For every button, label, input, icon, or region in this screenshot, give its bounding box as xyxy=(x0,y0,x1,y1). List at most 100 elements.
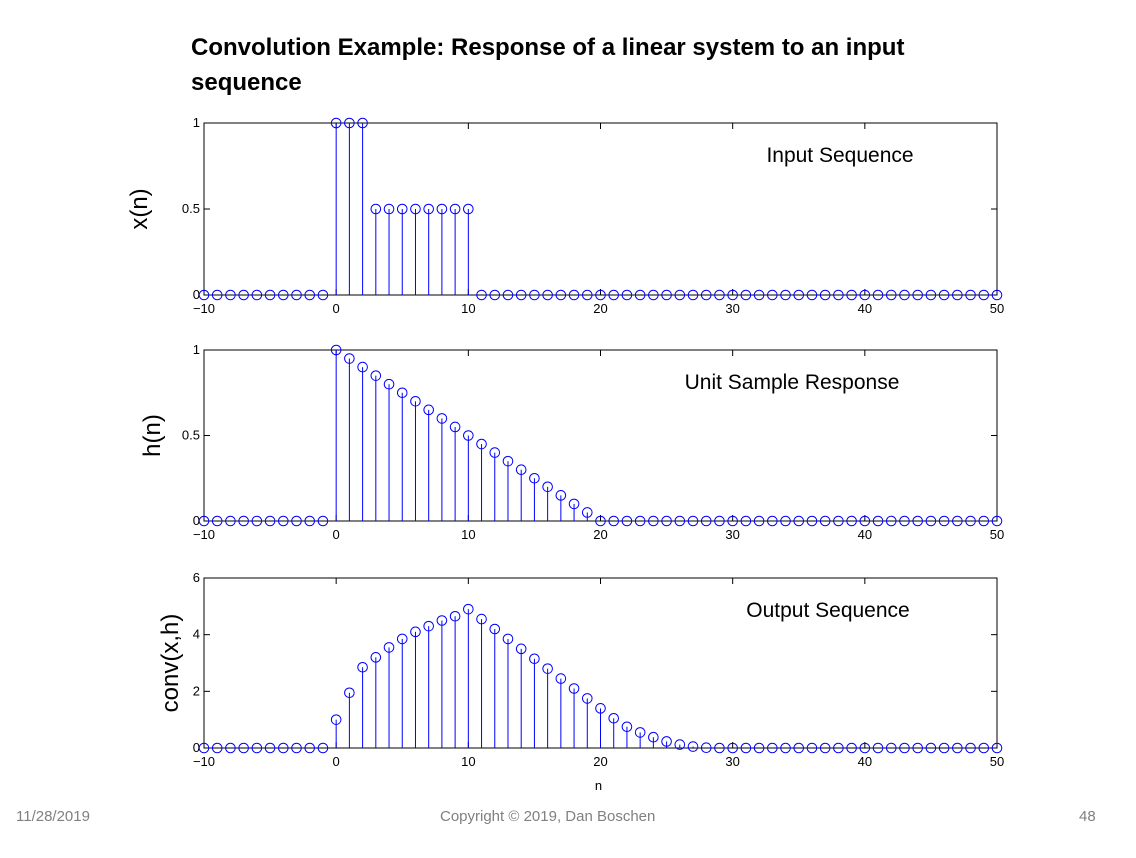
stem-marker-h xyxy=(938,515,950,527)
stem-marker-h xyxy=(872,515,884,527)
stem-marker-x xyxy=(727,289,738,301)
x-tick-label-x: 10 xyxy=(461,301,475,316)
stem-marker-h xyxy=(370,370,382,381)
stem-marker-h xyxy=(278,515,289,527)
stem-marker-h xyxy=(476,438,487,450)
stem-marker-h xyxy=(344,353,355,364)
stem-marker-x xyxy=(899,289,910,301)
stem-marker-y xyxy=(304,742,316,754)
stem-marker-h xyxy=(648,515,659,527)
stem-marker-x xyxy=(872,289,884,301)
stem-marker-y xyxy=(991,742,1003,754)
stem-marker-h xyxy=(251,515,263,527)
stem-marker-h xyxy=(463,430,474,441)
stem-marker-y xyxy=(211,742,223,754)
x-tick-label-h: 50 xyxy=(990,527,1004,542)
stem-marker-y xyxy=(793,742,805,754)
stem-marker-h xyxy=(925,515,937,527)
stem-marker-x xyxy=(317,289,329,301)
stem-marker-y xyxy=(344,687,355,699)
stem-marker-h xyxy=(674,515,686,527)
x-tick-label-x: 50 xyxy=(990,301,1004,316)
x-tick-label-y: 30 xyxy=(725,754,739,769)
stem-marker-x xyxy=(767,289,778,301)
stem-marker-y xyxy=(634,727,646,738)
stem-marker-y xyxy=(661,736,672,747)
stem-marker-y xyxy=(225,742,236,754)
stem-marker-y xyxy=(648,731,659,743)
stem-marker-h xyxy=(912,515,924,527)
stem-marker-x xyxy=(225,289,236,301)
stem-marker-x xyxy=(595,289,606,301)
stem-marker-y xyxy=(687,741,699,752)
stem-marker-h xyxy=(687,515,699,527)
stem-marker-h xyxy=(502,455,514,467)
footer-date: 11/28/2019 xyxy=(16,808,90,825)
stem-marker-x xyxy=(938,289,950,301)
y-axis-label-x: x(n) xyxy=(126,188,153,229)
slide-title: Convolution Example: Response of a linea… xyxy=(191,34,905,96)
stem-marker-x xyxy=(542,289,553,301)
stem-marker-y xyxy=(568,683,580,694)
x-tick-label-y: 10 xyxy=(461,754,475,769)
stem-marker-y xyxy=(753,742,765,754)
stem-marker-x xyxy=(819,289,831,301)
stem-marker-h xyxy=(238,515,249,527)
stem-marker-y xyxy=(515,643,527,655)
footer-copyright: Copyright © 2019, Dan Boschen xyxy=(440,808,656,825)
y-tick-label-h: 1 xyxy=(193,342,200,357)
stem-marker-h xyxy=(991,515,1003,527)
stem-marker-y xyxy=(264,742,276,754)
stem-marker-h xyxy=(978,515,990,527)
stem-marker-h xyxy=(806,515,818,527)
stem-marker-h xyxy=(859,515,871,527)
stem-marker-h xyxy=(621,515,633,527)
stem-marker-x xyxy=(330,117,342,129)
stem-marker-y xyxy=(291,742,302,754)
stem-marker-x xyxy=(515,289,527,301)
stem-marker-x xyxy=(753,289,765,301)
x-tick-label-y: 0 xyxy=(333,754,340,769)
stem-marker-h xyxy=(793,515,805,527)
stem-marker-y xyxy=(912,742,924,754)
stem-marker-x xyxy=(529,289,540,301)
stem-marker-h xyxy=(740,515,752,527)
stem-marker-h xyxy=(846,515,857,527)
y-tick-label-y: 2 xyxy=(193,683,200,698)
stem-marker-y xyxy=(819,742,831,754)
x-tick-label-h: 30 xyxy=(725,527,739,542)
stem-marker-h xyxy=(317,515,329,527)
stem-marker-h xyxy=(410,396,421,407)
stem-marker-x xyxy=(965,289,976,301)
stem-marker-h xyxy=(833,515,844,527)
stem-marker-h xyxy=(568,498,580,510)
stem-marker-y xyxy=(542,663,553,674)
x-tick-label-x: 20 xyxy=(593,301,607,316)
stem-marker-x xyxy=(925,289,937,301)
stem-marker-x xyxy=(634,289,646,301)
stem-marker-x xyxy=(278,289,289,301)
x-tick-label-h: 0 xyxy=(333,527,340,542)
stem-marker-x xyxy=(991,289,1003,301)
stem-marker-y xyxy=(595,703,606,714)
stem-marker-y xyxy=(476,613,487,625)
stem-marker-y xyxy=(780,742,791,754)
stem-marker-x xyxy=(608,289,620,301)
stem-marker-x xyxy=(581,289,593,301)
stem-marker-h xyxy=(264,515,276,527)
stem-marker-y xyxy=(767,742,778,754)
y-tick-label-x: 0 xyxy=(193,287,200,302)
stem-marker-x xyxy=(833,289,844,301)
x-tick-label-y: 50 xyxy=(990,754,1004,769)
stem-marker-h xyxy=(304,515,316,527)
stem-marker-h xyxy=(529,472,540,484)
x-tick-label-x: 0 xyxy=(333,301,340,316)
stem-marker-y xyxy=(489,623,501,635)
stem-marker-h xyxy=(198,515,210,527)
stem-marker-y xyxy=(859,742,871,754)
stem-marker-h xyxy=(423,404,434,416)
stem-marker-h xyxy=(634,515,646,527)
stem-marker-y xyxy=(700,742,712,754)
stem-marker-h xyxy=(885,515,897,527)
stem-marker-h xyxy=(357,361,368,373)
